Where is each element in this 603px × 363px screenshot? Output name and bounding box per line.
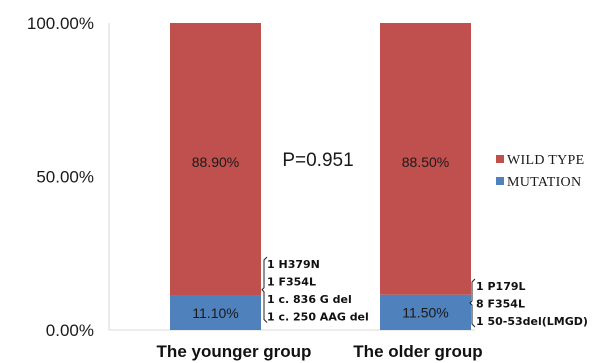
bar-mutation xyxy=(170,295,261,330)
mutation-detail-line: 1 c. 250 AAG del xyxy=(267,311,369,324)
mutation-detail-line: 1 F354L xyxy=(267,276,316,289)
y-tick-label: 0.00% xyxy=(46,321,94,340)
data-label: 88.50% xyxy=(402,154,449,170)
mutation-detail-line: 1 c. 836 G del xyxy=(267,293,352,306)
detail-brace xyxy=(261,256,268,323)
mutation-detail-line: 1 50-53del(LMGD) xyxy=(476,315,588,328)
labels-layer: 11.10% 88.90% The younger group 11.50% 88.50… xyxy=(157,154,483,361)
bars-layer xyxy=(170,23,471,330)
category-label: The younger group xyxy=(157,342,312,361)
bar-wild-type xyxy=(170,23,261,296)
mutation-detail-line: 8 F354L xyxy=(476,298,525,311)
p-value-annotation: P=0.951 xyxy=(282,150,353,171)
data-label: 88.90% xyxy=(192,154,239,170)
legend-swatch-wild-type xyxy=(496,155,504,163)
legend-label-mutation: MUTATION xyxy=(507,175,581,190)
y-tick-label: 100.00% xyxy=(27,14,94,33)
y-tick-label: 50.00% xyxy=(36,168,94,187)
detail-brace xyxy=(469,278,476,328)
category-label: The older group xyxy=(353,342,482,361)
mutation-detail-line: 1 H379N xyxy=(267,258,320,271)
legend-label-wild-type: WILD TYPE xyxy=(507,153,585,168)
mutation-details: 1 H379N 1 F354L 1 c. 836 G del 1 c. 250 AAG… xyxy=(261,256,588,328)
legend-swatch-mutation xyxy=(496,177,504,185)
legend: WILD TYPE MUTATION xyxy=(496,153,585,190)
data-label: 11.10% xyxy=(192,305,238,321)
mutation-detail-line: 1 P179L xyxy=(476,280,526,293)
bar-mutation xyxy=(380,294,471,330)
data-label: 11.50% xyxy=(402,304,448,320)
bar-wild-type xyxy=(380,23,471,295)
